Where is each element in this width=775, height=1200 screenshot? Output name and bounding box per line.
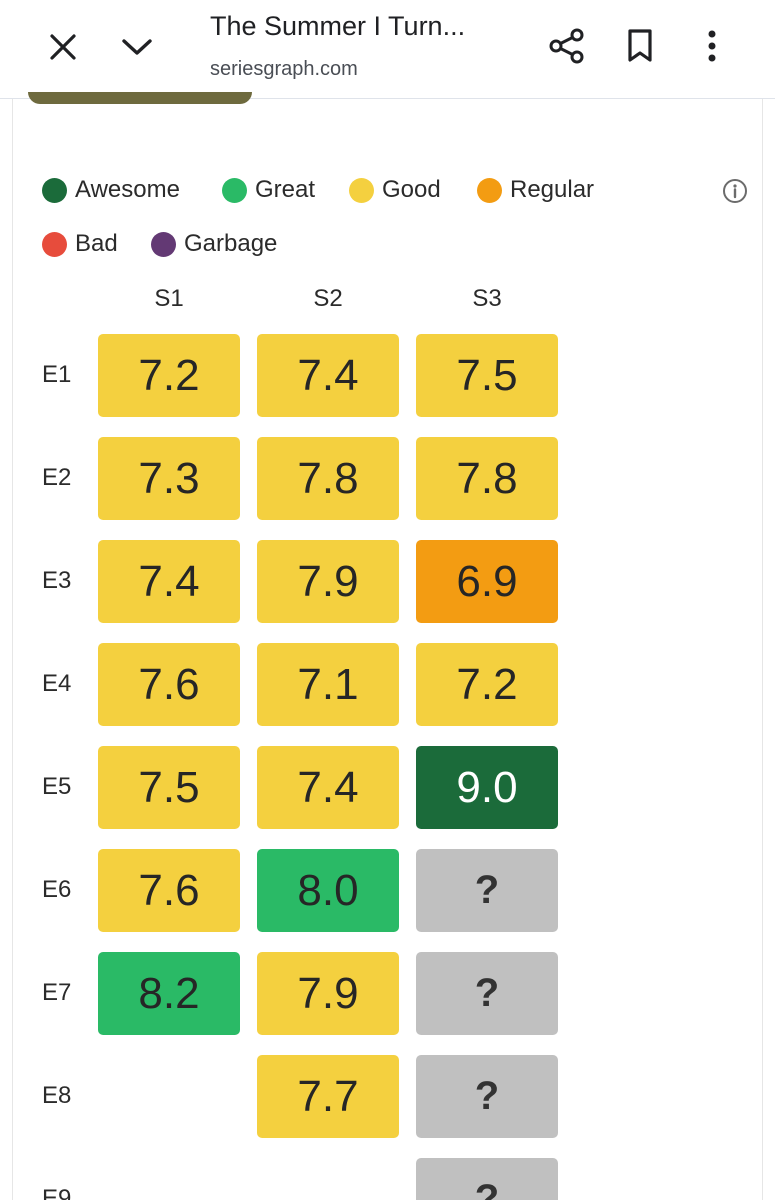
rating-cell-s2-e2[interactable]: 7.8 — [257, 437, 399, 520]
rating-cell-s3-e7[interactable]: ? — [416, 952, 558, 1035]
rating-cell-s1-e4[interactable]: 7.6 — [98, 643, 240, 726]
frame-divider-left — [12, 98, 13, 1200]
legend-dot-garbage — [151, 231, 176, 257]
rating-cell-s1-e6[interactable]: 7.6 — [98, 849, 240, 932]
legend-label: Good — [382, 176, 441, 203]
rating-cell-s3-e1[interactable]: 7.5 — [416, 334, 558, 417]
rating-cell-s2-e6[interactable]: 8.0 — [257, 849, 399, 932]
share-icon[interactable] — [543, 22, 591, 70]
browser-top-bar: The Summer I Turn... seriesgraph.com — [0, 0, 775, 99]
rating-cell-s1-e2[interactable]: 7.3 — [98, 437, 240, 520]
rating-cell-s3-e6[interactable]: ? — [416, 849, 558, 932]
legend-item-bad: Bad — [42, 229, 118, 259]
rating-cell-s2-e4[interactable]: 7.1 — [257, 643, 399, 726]
rating-cell-s3-e4[interactable]: 7.2 — [416, 643, 558, 726]
episode-header-e6: E6 — [42, 876, 72, 903]
info-icon[interactable] — [722, 178, 748, 204]
legend-item-awesome: Awesome — [42, 175, 180, 205]
legend-dot-bad — [42, 231, 67, 257]
legend-item-good: Good — [349, 175, 441, 205]
season-header-s3: S3 — [472, 285, 502, 312]
rating-cell-s1-e5[interactable]: 7.5 — [98, 746, 240, 829]
legend-item-garbage: Garbage — [151, 229, 277, 259]
rating-cell-s2-e8[interactable]: 7.7 — [257, 1055, 399, 1138]
episode-header-e2: E2 — [42, 464, 72, 491]
legend-label: Regular — [510, 176, 595, 203]
legend-dot-regular — [477, 177, 502, 203]
episode-header-e3: E3 — [42, 567, 72, 594]
chevron-down-icon[interactable] — [114, 24, 160, 70]
poster-image — [28, 92, 252, 104]
legend-item-great: Great — [222, 175, 315, 205]
legend-dot-good — [349, 177, 374, 203]
rating-cell-s2-e3[interactable]: 7.9 — [257, 540, 399, 623]
rating-cell-s2-e1[interactable]: 7.4 — [257, 334, 399, 417]
episode-header-e7: E7 — [42, 979, 72, 1006]
rating-cell-s2-e7[interactable]: 7.9 — [257, 952, 399, 1035]
rating-cell-s2-e5[interactable]: 7.4 — [257, 746, 399, 829]
legend-item-regular: Regular — [477, 175, 594, 205]
episode-header-e9: E9 — [42, 1185, 72, 1200]
legend-dot-great — [222, 177, 247, 203]
legend-label: Garbage — [184, 230, 278, 257]
rating-cell-s3-e2[interactable]: 7.8 — [416, 437, 558, 520]
episode-header-e1: E1 — [42, 361, 72, 388]
season-header-s1: S1 — [154, 285, 184, 312]
rating-cell-s3-e9[interactable]: ? — [416, 1158, 558, 1200]
legend-label: Great — [255, 176, 316, 203]
legend-label: Awesome — [75, 176, 180, 203]
frame-divider-right — [762, 98, 763, 1200]
page-url: seriesgraph.com — [210, 58, 358, 80]
legend-dot-awesome — [42, 177, 67, 203]
rating-cell-s1-e1[interactable]: 7.2 — [98, 334, 240, 417]
legend-label: Bad — [75, 230, 118, 257]
episode-header-e4: E4 — [42, 670, 72, 697]
rating-cell-s3-e5[interactable]: 9.0 — [416, 746, 558, 829]
more-vert-icon[interactable] — [690, 22, 734, 70]
episode-header-e5: E5 — [42, 773, 72, 800]
rating-cell-s1-e7[interactable]: 8.2 — [98, 952, 240, 1035]
close-icon[interactable] — [40, 24, 86, 70]
rating-cell-s3-e8[interactable]: ? — [416, 1055, 558, 1138]
page-title: The Summer I Turn... — [210, 11, 466, 41]
season-header-s2: S2 — [313, 285, 343, 312]
rating-cell-s3-e3[interactable]: 6.9 — [416, 540, 558, 623]
bookmark-icon[interactable] — [616, 22, 664, 70]
rating-cell-s1-e3[interactable]: 7.4 — [98, 540, 240, 623]
episode-header-e8: E8 — [42, 1082, 72, 1109]
